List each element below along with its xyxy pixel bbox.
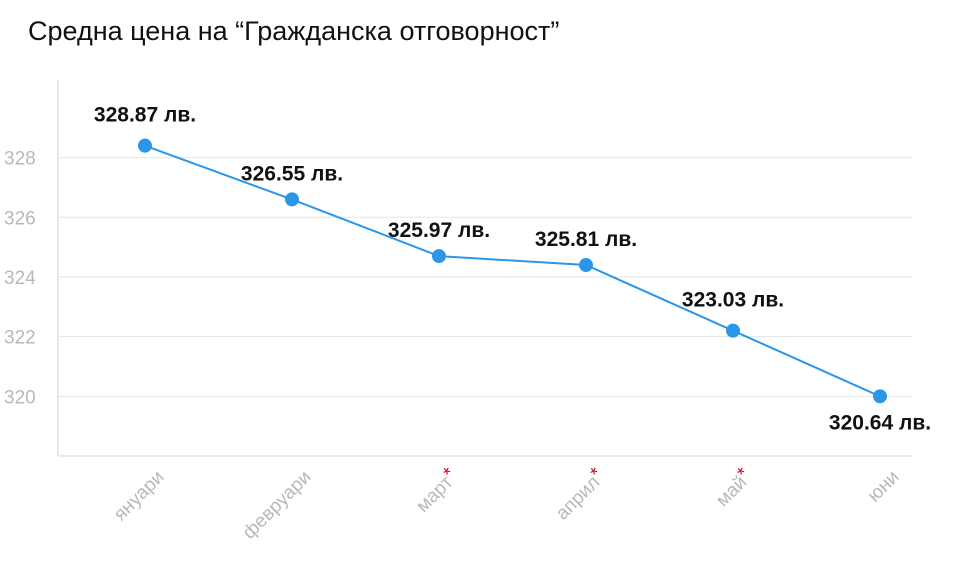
x-axis-categories: януари февруари март* април* май* юни [110, 463, 904, 543]
axes [57, 80, 912, 457]
y-tick-label-320: 320 [4, 387, 36, 408]
data-point-март [432, 249, 446, 264]
data-point-май [726, 323, 740, 338]
series-line [144, 144, 881, 398]
data-label-май: 323.03 лв. [682, 289, 784, 312]
x-category-януари: януари [110, 467, 169, 526]
data-point-януари [138, 138, 152, 153]
data-label-юни: 320.64 лв. [829, 411, 931, 434]
data-point-юни [873, 389, 887, 404]
data-labels: 328.87 лв. 326.55 лв. 325.97 лв. 325.81 лв.… [94, 104, 931, 435]
data-points [138, 138, 887, 404]
x-category-юни: юни [864, 467, 904, 507]
y-tick-label-328: 328 [4, 149, 36, 170]
chart-title: Средна цена на “Гражданска отговорност” [28, 16, 560, 46]
x-category-май: май* [709, 463, 757, 511]
data-point-април [579, 258, 593, 273]
x-category-април: април* [549, 463, 610, 524]
series-path [144, 144, 881, 398]
y-tick-label-322: 322 [4, 328, 36, 349]
data-label-април: 325.81 лв. [535, 228, 637, 251]
y-tick-label-326: 326 [4, 208, 36, 229]
y-axis-ticks: 320 322 324 326 328 [4, 149, 36, 409]
gridlines [58, 157, 912, 397]
data-label-януари: 328.87 лв. [94, 104, 196, 127]
y-tick-label-324: 324 [4, 268, 36, 289]
data-point-февруари [285, 192, 299, 207]
data-label-март: 325.97 лв. [388, 219, 490, 242]
x-category-март: март* [410, 463, 463, 516]
data-label-февруари: 326.55 лв. [241, 162, 343, 185]
x-category-февруари: февруари [239, 467, 316, 544]
